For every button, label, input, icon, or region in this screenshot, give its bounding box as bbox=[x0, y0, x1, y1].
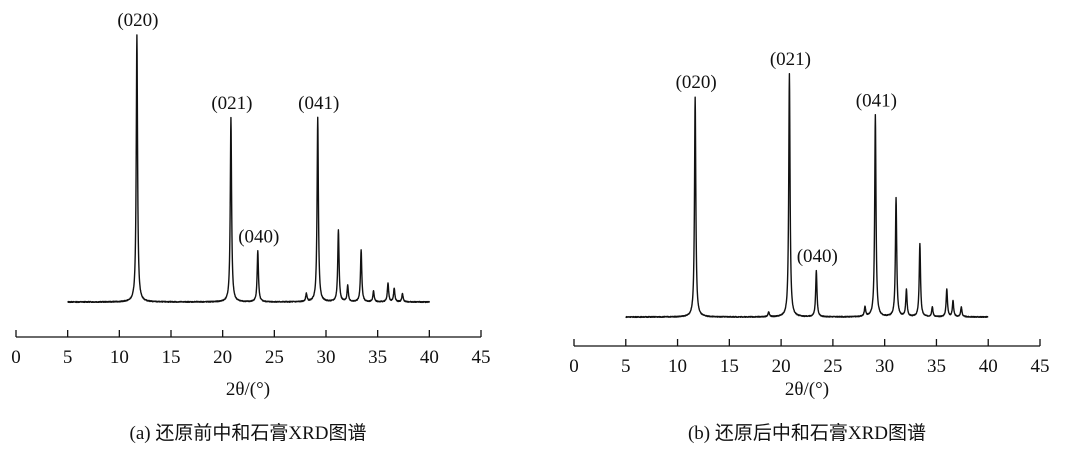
chart-b-x-tick-label: 35 bbox=[927, 356, 946, 377]
chart-b-peak-label: (021) bbox=[770, 49, 811, 70]
chart-a-peak-label: (040) bbox=[238, 226, 279, 247]
chart-b-x-tick-label: 5 bbox=[621, 356, 631, 377]
chart-a-x-tick-label: 40 bbox=[420, 347, 439, 368]
chart-a-x-tick-label: 20 bbox=[213, 347, 232, 368]
chart-b-x-tick-label: 40 bbox=[979, 356, 998, 377]
chart-a-x-tick-label: 30 bbox=[317, 347, 336, 368]
chart-a-peak-label: (020) bbox=[117, 10, 158, 31]
chart-b-peak-label: (020) bbox=[676, 72, 717, 93]
chart-b-xlabel: 2θ/(°) bbox=[784, 379, 830, 400]
chart-b-x-tick-label: 15 bbox=[720, 356, 739, 377]
chart-b-x-tick-label: 20 bbox=[772, 356, 791, 377]
chart-b-x-tick-label: 0 bbox=[569, 356, 579, 377]
chart-a-peak-label: (021) bbox=[211, 93, 252, 114]
chart-b-peak-label: (041) bbox=[856, 90, 897, 111]
chart-b-xrd-series bbox=[625, 73, 989, 319]
chart-a-peak-label: (041) bbox=[298, 93, 339, 114]
chart-b-caption: (b) 还原后中和石膏XRD图谱 bbox=[687, 423, 927, 444]
chart-a-x-tick-label: 25 bbox=[265, 347, 284, 368]
chart-a-x-tick-label: 5 bbox=[63, 347, 73, 368]
chart-a-x-tick-label: 35 bbox=[368, 347, 387, 368]
chart-a-xrd-series bbox=[67, 34, 431, 304]
chart-b-peak-label: (040) bbox=[797, 246, 838, 267]
chart-a-xlabel: 2θ/(°) bbox=[225, 379, 271, 400]
chart-a-caption: (a) 还原前中和石膏XRD图谱 bbox=[129, 423, 367, 444]
chart-b-x-tick-label: 10 bbox=[668, 356, 687, 377]
chart-a-x-tick-label: 45 bbox=[472, 347, 491, 368]
chart-a-x-tick-label: 15 bbox=[162, 347, 181, 368]
chart-b-x-tick-label: 25 bbox=[823, 356, 842, 377]
chart-a-x-tick-label: 10 bbox=[110, 347, 129, 368]
chart-b-x-tick-label: 30 bbox=[875, 356, 894, 377]
chart-b-x-tick-label: 45 bbox=[1031, 356, 1050, 377]
chart-a-x-tick-label: 0 bbox=[11, 347, 21, 368]
